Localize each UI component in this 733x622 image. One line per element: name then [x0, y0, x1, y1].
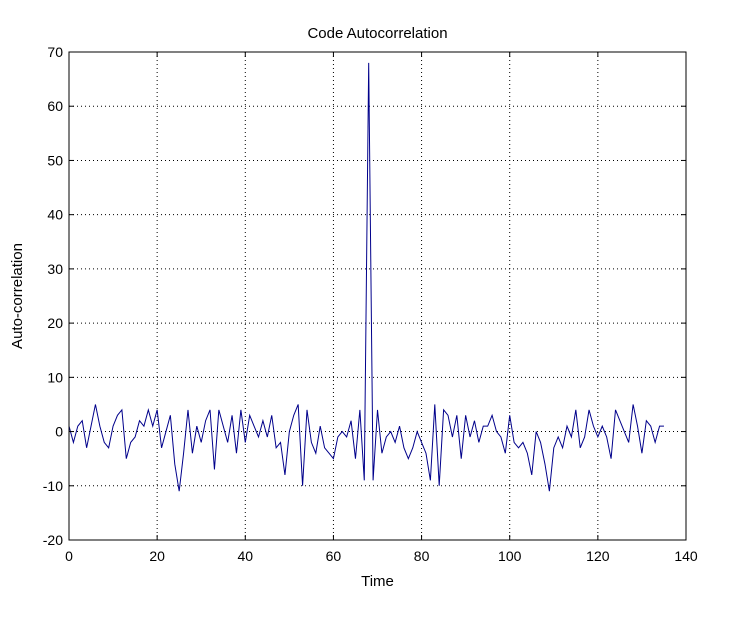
x-tick-label: 120 — [586, 548, 610, 564]
y-tick-label: 50 — [47, 152, 63, 168]
y-tick-label: 30 — [47, 261, 63, 277]
x-tick-label: 60 — [326, 548, 342, 564]
y-tick-label: 40 — [47, 207, 63, 223]
x-tick-labels: 0 20 40 60 80 100 120 140 — [65, 548, 698, 564]
x-tick-label: 100 — [498, 548, 522, 564]
x-tick-label: 20 — [149, 548, 165, 564]
y-tick-labels: -20 -10 0 10 20 30 40 50 60 70 — [43, 44, 63, 548]
axes-box — [68, 51, 687, 541]
y-tick-label: 10 — [47, 369, 63, 385]
chart-title: Code Autocorrelation — [307, 25, 447, 42]
x-tick-label: 40 — [237, 548, 253, 564]
x-axis-label: Time — [361, 573, 394, 590]
y-tick-label: 0 — [55, 424, 63, 440]
tick-marks — [68, 51, 687, 541]
y-axis-label: Auto-correlation — [9, 243, 26, 349]
x-tick-label: 0 — [65, 548, 73, 564]
grid-lines — [69, 52, 686, 540]
x-tick-label: 140 — [674, 548, 698, 564]
y-tick-label: 70 — [47, 44, 63, 60]
y-tick-label: -20 — [43, 532, 63, 548]
series-line — [68, 62, 664, 492]
y-tick-label: 60 — [47, 98, 63, 114]
y-tick-label: -10 — [43, 478, 63, 494]
series-layer — [68, 62, 664, 492]
x-tick-label: 80 — [414, 548, 430, 564]
y-tick-label: 20 — [47, 315, 63, 331]
